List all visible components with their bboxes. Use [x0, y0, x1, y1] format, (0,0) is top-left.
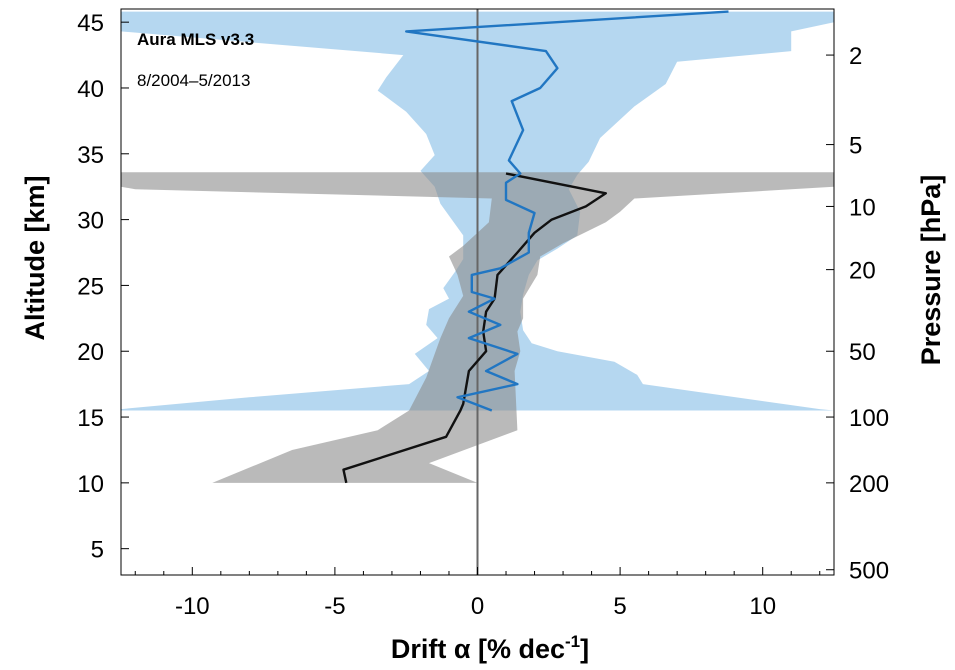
x-tick-label: 10 — [749, 593, 776, 620]
dataset-title: Aura MLS v3.3 — [137, 30, 254, 49]
drift-lines — [342, 10, 729, 484]
axis-ticks — [121, 21, 834, 575]
axis-tick-labels: -10 -5 0 5 105101520253035404525102050100200… — [77, 10, 889, 620]
y-tick-label: 5 — [91, 537, 104, 564]
x-tick-label: 0 — [471, 593, 484, 620]
x-axis-title-exponent: -1 — [565, 632, 580, 651]
y-tick-label: 10 — [77, 471, 104, 498]
y-tick-label: 25 — [77, 273, 104, 300]
y-axis-title-right: Pressure [hPa] — [916, 175, 946, 366]
pressure-tick-label: 20 — [849, 258, 876, 285]
pressure-tick-label: 2 — [849, 43, 862, 70]
x-axis-title-end: ] — [580, 634, 589, 664]
time-period: 8/2004–5/2013 — [137, 71, 250, 90]
x-tick-label: -5 — [324, 593, 345, 620]
pressure-tick-label: 5 — [849, 133, 862, 160]
pressure-tick-label: 200 — [849, 471, 889, 498]
y-tick-label: 20 — [77, 339, 104, 366]
y-tick-label: 30 — [77, 208, 104, 235]
pressure-tick-label: 100 — [849, 405, 889, 432]
y-axis-title-left: Altitude [km] — [20, 176, 50, 341]
x-tick-label: -10 — [175, 593, 210, 620]
pressure-tick-label: 10 — [849, 194, 876, 221]
y-tick-label: 15 — [77, 405, 104, 432]
y-tick-label: 35 — [77, 142, 104, 169]
drift-line-1 — [405, 10, 729, 412]
drift-line-2 — [342, 172, 607, 484]
pressure-tick-label: 500 — [849, 558, 889, 585]
x-axis-title-main: Drift α [% dec — [391, 634, 565, 664]
pressure-tick-label: 50 — [849, 339, 876, 366]
y-tick-label: 40 — [77, 76, 104, 103]
x-tick-label: 5 — [613, 593, 626, 620]
x-axis-title: Drift α [% dec-1] — [391, 632, 589, 664]
y-tick-label: 45 — [77, 10, 104, 37]
